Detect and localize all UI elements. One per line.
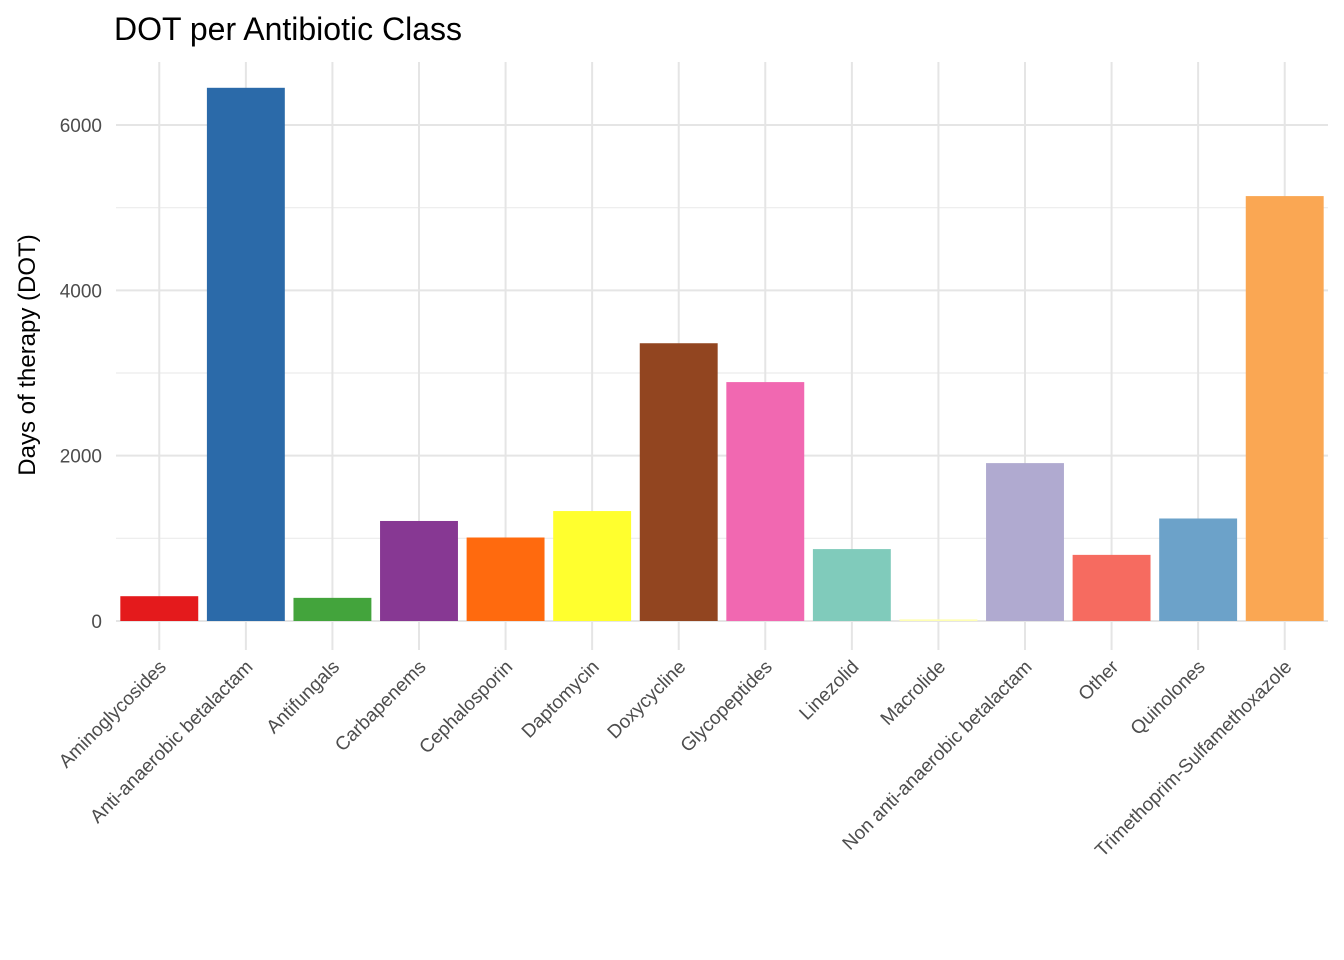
chart-title: DOT per Antibiotic Class <box>114 11 462 47</box>
bar-quinolones <box>1159 518 1238 621</box>
bar-trimethoprim-sulfamethoxazole <box>1245 196 1324 622</box>
bar-doxycycline <box>639 343 718 621</box>
x-tick-label: Anti-anaerobic betalactam <box>86 657 257 828</box>
y-tick-label: 2000 <box>60 447 102 468</box>
bar-linezolid <box>812 549 891 621</box>
y-tick-label: 4000 <box>60 281 102 302</box>
bar-daptomycin <box>553 511 632 621</box>
x-tick-label: Macrolide <box>877 657 950 730</box>
x-tick-label: Carbapenems <box>331 657 430 756</box>
bar-carbapenems <box>380 520 458 621</box>
bar-aminoglycosides <box>120 596 199 621</box>
x-tick-label: Antifungals <box>263 657 344 738</box>
y-axis-ticks: 0 2000 4000 6000 <box>60 116 102 633</box>
x-tick-label: Linezolid <box>796 657 864 725</box>
x-tick-label: Quinolones <box>1127 657 1210 740</box>
x-tick-label: Daptomycin <box>518 657 604 743</box>
y-tick-label: 6000 <box>60 116 102 137</box>
x-tick-label: Non anti-anaerobic betalactam <box>839 657 1037 855</box>
x-tick-label: Glycopeptides <box>677 657 777 757</box>
bar-non-anti-anaerobic-betalactam <box>986 463 1064 621</box>
x-tick-label: Doxycycline <box>604 657 691 744</box>
y-axis-label: Days of therapy (DOT) <box>14 234 41 475</box>
bars <box>120 87 1324 622</box>
bar-glycopeptides <box>726 382 805 621</box>
bar-antifungals <box>293 597 372 621</box>
bar-cephalosporin <box>466 537 545 621</box>
y-tick-label: 0 <box>91 612 102 633</box>
x-tick-label: Cephalosporin <box>416 657 517 758</box>
bar-other <box>1072 554 1151 621</box>
x-tick-label: Trimethoprim-Sulfamethoxazole <box>1091 657 1296 862</box>
bar-anti-anaerobic-betalactam <box>206 87 285 622</box>
x-tick-label: Other <box>1075 656 1124 705</box>
bar-macrolide <box>899 619 978 621</box>
